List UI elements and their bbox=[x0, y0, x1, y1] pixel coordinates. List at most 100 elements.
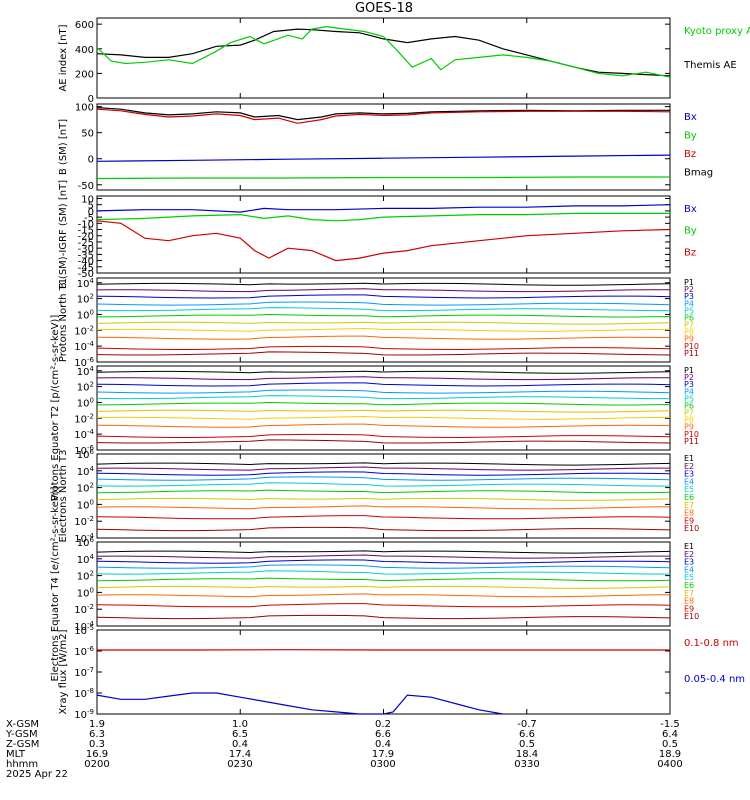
footer-date: 2025 Apr 22 bbox=[6, 769, 68, 780]
legend-entry: E8 bbox=[684, 509, 694, 518]
channel-line bbox=[96, 585, 671, 589]
channel-line bbox=[96, 505, 671, 510]
channel-line bbox=[96, 476, 671, 481]
legend-entry: 0.05-0.4 nm bbox=[684, 674, 745, 685]
y-tick-label: 0 bbox=[88, 94, 94, 105]
legend-entry: E10 bbox=[684, 612, 699, 621]
footer-value: 0.4 bbox=[232, 739, 248, 750]
y-tick-label: 10-4 bbox=[74, 340, 94, 353]
channel-line bbox=[96, 307, 670, 312]
y-tick-label: 100 bbox=[77, 308, 94, 321]
y-tick-label: 10-7 bbox=[74, 666, 94, 679]
channel-line bbox=[96, 313, 671, 318]
y-tick-label: 5 bbox=[88, 201, 94, 212]
channel-line bbox=[96, 482, 671, 487]
channel-line bbox=[96, 564, 671, 569]
y-tick-label: 400 bbox=[75, 45, 94, 56]
y-tick-label: 0 bbox=[88, 155, 94, 166]
y-tick-label: 106 bbox=[77, 536, 95, 549]
series-line bbox=[96, 154, 671, 162]
y-tick-label: -25 bbox=[78, 238, 94, 249]
y-axis-label: Electrons Equator T4 [e/(cm²-s-sr-keV)] bbox=[50, 486, 61, 681]
footer-value: 1.0 bbox=[232, 719, 248, 730]
channel-line bbox=[96, 294, 671, 299]
legend-entry: P10 bbox=[684, 430, 699, 439]
series-line bbox=[96, 204, 671, 213]
y-tick-label: 10-9 bbox=[74, 708, 94, 721]
footer-value: 17.4 bbox=[229, 749, 251, 760]
legend-entry: P2 bbox=[684, 373, 694, 382]
y-tick-label: 10 bbox=[81, 194, 94, 205]
legend-entry: P7 bbox=[684, 321, 694, 330]
y-axis-label: Xray flux [W/m2] bbox=[58, 629, 69, 714]
channel-line bbox=[96, 489, 671, 494]
y-axis-label: B (SM) [nT] bbox=[58, 119, 69, 175]
footer-value: 0.4 bbox=[375, 739, 391, 750]
channel-line bbox=[96, 409, 671, 413]
footer-value: 6.5 bbox=[232, 729, 248, 740]
channel-line bbox=[96, 401, 671, 406]
channel-line bbox=[96, 335, 671, 340]
footer-value: 0330 bbox=[514, 759, 539, 770]
channel-line bbox=[96, 439, 671, 444]
legend-entry: P2 bbox=[684, 285, 694, 294]
channel-line bbox=[96, 382, 671, 387]
y-tick-label: 200 bbox=[75, 69, 94, 80]
series-line bbox=[96, 220, 671, 262]
channel-line bbox=[96, 550, 671, 554]
channel-line bbox=[96, 570, 671, 575]
legend-entry: Bx bbox=[684, 112, 697, 123]
panel-2 bbox=[96, 103, 671, 191]
y-axis-label: B (SM)-IGRF (SM) [nT] bbox=[58, 180, 69, 289]
footer-value: 6.3 bbox=[89, 729, 105, 740]
plot-title: GOES-18 bbox=[355, 1, 413, 16]
y-tick-label: 100 bbox=[77, 498, 94, 511]
channel-line bbox=[96, 466, 670, 471]
legend-entry: P3 bbox=[684, 292, 694, 301]
channel-line bbox=[96, 282, 671, 286]
legend-entry: Bz bbox=[684, 247, 696, 258]
legend-entry: P5 bbox=[684, 306, 694, 315]
series-line bbox=[96, 107, 670, 121]
legend-entry: E9 bbox=[684, 604, 694, 613]
legend-entry: Themis AE bbox=[683, 60, 737, 71]
channel-line bbox=[96, 327, 671, 332]
footer-value: -0.7 bbox=[517, 719, 537, 730]
channel-line bbox=[96, 603, 671, 608]
y-tick-label: 10-4 bbox=[74, 428, 94, 441]
panel-frame bbox=[96, 453, 671, 539]
legend-entry: E1 bbox=[684, 542, 694, 551]
footer-value: 17.9 bbox=[372, 749, 394, 760]
legend-entry: E6 bbox=[684, 493, 694, 502]
legend-entry: P1 bbox=[684, 366, 694, 375]
channel-line bbox=[96, 614, 671, 620]
footer-value: 0200 bbox=[84, 759, 109, 770]
legend-entry: P3 bbox=[684, 380, 694, 389]
footer-row-label: MLT bbox=[6, 749, 26, 760]
footer-value: 6.4 bbox=[662, 729, 678, 740]
footer-value: 0.5 bbox=[662, 739, 678, 750]
channel-line bbox=[96, 389, 671, 394]
legend-entry: E3 bbox=[684, 558, 694, 567]
legend-entry: P7 bbox=[684, 409, 694, 418]
legend-entry: E8 bbox=[684, 597, 694, 606]
legend-entry: E2 bbox=[684, 462, 694, 471]
y-axis-label: AE index [nT] bbox=[58, 24, 69, 91]
legend-entry: P9 bbox=[684, 335, 694, 344]
y-tick-label: -30 bbox=[78, 244, 94, 255]
y-axis-label: Electrons North T3 bbox=[58, 449, 69, 542]
y-tick-label: 10-6 bbox=[74, 356, 94, 369]
panel-6 bbox=[96, 453, 671, 539]
footer-value: 0.2 bbox=[375, 719, 391, 730]
legend-entry: E9 bbox=[684, 516, 694, 525]
legend-entry: E4 bbox=[684, 477, 694, 486]
footer-value: 18.4 bbox=[516, 749, 538, 760]
legend-entry: P6 bbox=[684, 313, 694, 322]
legend-entry: 0.1-0.8 nm bbox=[684, 638, 739, 649]
y-tick-label: -20 bbox=[78, 232, 94, 243]
y-tick-label: 10-6 bbox=[74, 444, 94, 457]
channel-line bbox=[96, 301, 671, 306]
legend-entry: Bz bbox=[684, 149, 696, 160]
footer-value: 0300 bbox=[370, 759, 395, 770]
